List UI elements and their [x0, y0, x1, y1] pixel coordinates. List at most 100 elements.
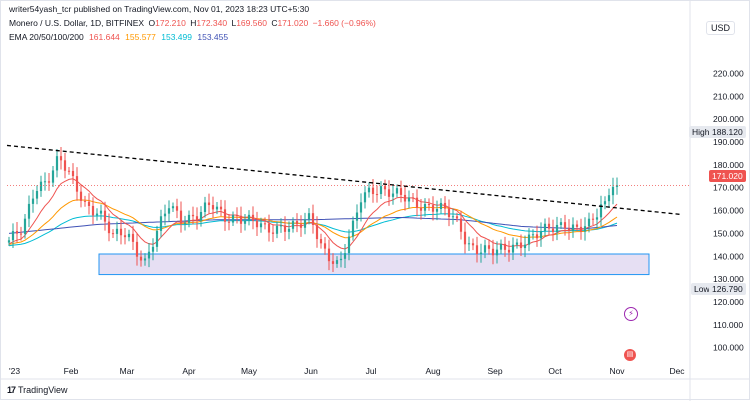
candle — [539, 231, 543, 239]
y-tick-label: 180.000 — [713, 160, 744, 170]
candle — [167, 208, 171, 214]
y-tick-label: 140.000 — [713, 251, 744, 261]
candle — [363, 192, 367, 203]
candle — [563, 222, 567, 229]
y-tick-label: 130.000 — [713, 274, 744, 284]
candle — [611, 186, 615, 196]
candle — [131, 233, 135, 242]
candle — [87, 201, 91, 206]
candle — [507, 249, 511, 253]
y-tick-label: 120.000 — [713, 297, 744, 307]
ema-legend: EMA 20/50/100/200 161.644 155.577 153.49… — [9, 32, 228, 42]
candle — [295, 221, 299, 225]
candle — [351, 220, 355, 237]
tradingview-logo-icon: 17 — [7, 385, 16, 395]
candle — [383, 186, 387, 190]
x-tick-label: Aug — [425, 366, 440, 376]
candle — [379, 186, 383, 195]
candle — [331, 261, 335, 264]
ema100-value: 153.499 — [161, 32, 192, 42]
candle — [115, 228, 119, 234]
candle — [75, 176, 79, 192]
candle — [123, 235, 127, 238]
candle — [343, 253, 347, 259]
x-tick-label: Mar — [120, 366, 135, 376]
candle — [283, 225, 287, 232]
high-label: H — [190, 18, 197, 28]
candle — [483, 245, 487, 253]
candle — [159, 216, 163, 231]
candle — [391, 193, 395, 197]
currency-button[interactable]: USD — [705, 21, 735, 35]
ema20-value: 161.644 — [89, 32, 120, 42]
candle — [463, 231, 467, 245]
candle — [355, 212, 359, 221]
candle — [559, 222, 563, 225]
candle — [495, 249, 499, 256]
candle — [187, 214, 191, 223]
y-tick-label: 220.000 — [713, 68, 744, 78]
candle — [311, 213, 315, 225]
high-value: 172.340 — [196, 18, 228, 28]
y-tick-label: 170.000 — [713, 183, 744, 193]
candle — [503, 243, 507, 250]
candle — [155, 230, 159, 247]
open-value: 172.210 — [155, 18, 186, 28]
candle — [583, 226, 587, 232]
candle — [15, 231, 19, 234]
candle — [83, 200, 87, 202]
candle — [195, 216, 199, 221]
candle — [211, 205, 215, 210]
candle — [303, 219, 307, 228]
candle — [51, 170, 55, 183]
candle — [71, 170, 75, 177]
close-value: 171.020 — [277, 18, 309, 28]
y-tick-label: 210.000 — [713, 91, 744, 101]
candle — [267, 223, 271, 233]
candle — [411, 197, 415, 199]
candle — [423, 204, 427, 211]
candle — [31, 198, 35, 204]
candle — [359, 202, 363, 213]
low-value: 169.560 — [236, 18, 267, 28]
x-tick-label: Jul — [366, 366, 377, 376]
low-tag-value: 126.790 — [709, 283, 746, 295]
candle — [27, 203, 31, 219]
candle — [615, 185, 619, 187]
candle — [587, 218, 591, 227]
ema200-value: 153.455 — [197, 32, 229, 42]
candle — [399, 188, 403, 195]
candle — [287, 228, 291, 232]
candle — [67, 170, 71, 172]
candle — [347, 236, 351, 254]
lightning-icon[interactable]: ⚡ — [624, 307, 638, 321]
candle — [387, 189, 391, 197]
candle — [335, 260, 339, 264]
candle — [403, 194, 407, 202]
us-flag-icon[interactable]: ▤ — [624, 349, 636, 361]
change-value: −1.660 (−0.96%) — [312, 18, 376, 28]
candle — [447, 208, 451, 218]
candle — [375, 194, 379, 196]
candle — [567, 228, 571, 231]
candle — [291, 221, 295, 229]
ema-label[interactable]: EMA 20/50/100/200 — [9, 32, 84, 42]
candle — [111, 233, 115, 235]
tradingview-logo[interactable]: 17 TradingView — [7, 385, 68, 395]
candle — [499, 243, 503, 250]
candle — [215, 206, 219, 210]
candle — [203, 202, 207, 212]
candle — [595, 217, 599, 220]
candle — [419, 207, 423, 211]
candle — [415, 197, 419, 208]
symbol-name[interactable]: Monero / U.S. Dollar, 1D, BITFINEX — [9, 18, 145, 28]
candle — [575, 224, 579, 227]
tradingview-logo-text: TradingView — [18, 385, 68, 395]
y-tick-label: 110.000 — [713, 320, 743, 330]
candle — [319, 239, 323, 244]
candle — [431, 205, 435, 212]
symbol-legend: Monero / U.S. Dollar, 1D, BITFINEX O172.… — [9, 18, 376, 28]
candle — [175, 206, 179, 211]
